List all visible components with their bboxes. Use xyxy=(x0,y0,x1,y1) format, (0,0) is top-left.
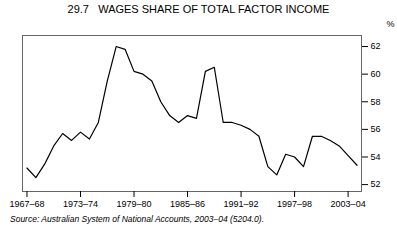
svg-text:2003–04: 2003–04 xyxy=(331,199,366,209)
html-text:Source: Australian System of N: Source: Australian System of National Ac… xyxy=(10,214,264,224)
svg-text:1973–74: 1973–74 xyxy=(63,199,98,209)
svg-text:60: 60 xyxy=(371,69,381,79)
svg-text:62: 62 xyxy=(371,41,381,51)
svg-text:54: 54 xyxy=(371,152,381,162)
svg-text:%: % xyxy=(386,19,394,29)
svg-text:1985–86: 1985–86 xyxy=(170,199,205,209)
svg-text:1997–98: 1997–98 xyxy=(277,199,312,209)
svg-text:58: 58 xyxy=(371,97,381,107)
svg-text:1979–80: 1979–80 xyxy=(116,199,151,209)
svg-text:1967–68: 1967–68 xyxy=(9,199,44,209)
html-text:29.7 WAGES SHARE OF TOTAL FACT: 29.7 WAGES SHARE OF TOTAL FACTOR INCOME xyxy=(67,3,330,15)
svg-text:56: 56 xyxy=(371,124,381,134)
svg-text:1991–92: 1991–92 xyxy=(224,199,259,209)
svg-text:52: 52 xyxy=(371,179,381,189)
